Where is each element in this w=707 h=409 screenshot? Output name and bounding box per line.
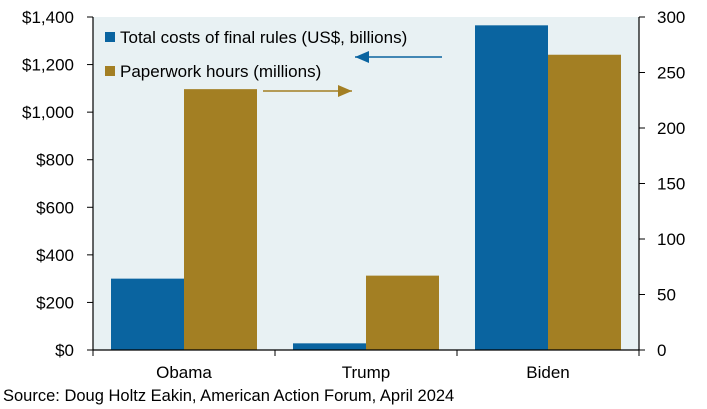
y-right-tick-label: 100 bbox=[657, 230, 685, 249]
arrow-left-head bbox=[355, 51, 369, 63]
y-right-tick-label: 0 bbox=[657, 341, 666, 360]
y-right-tick-label: 250 bbox=[657, 64, 685, 83]
y-right-tick-label: 300 bbox=[657, 8, 685, 27]
y-right-tick-label: 50 bbox=[657, 286, 676, 305]
y-right-tick-label: 150 bbox=[657, 175, 685, 194]
y-left-tick-label: $0 bbox=[55, 341, 74, 360]
legend-swatch bbox=[105, 32, 115, 42]
bar-biden-paperwork bbox=[548, 54, 621, 351]
source-note: Source: Doug Holtz Eakin, American Actio… bbox=[3, 387, 455, 405]
bar-trump-cost bbox=[293, 343, 366, 350]
y-left-tick-label: $1,000 bbox=[22, 103, 74, 122]
legend-swatch bbox=[105, 66, 115, 76]
x-tick-label: Biden bbox=[526, 363, 569, 382]
y-left-tick-label: $800 bbox=[36, 151, 74, 170]
y-right-tick-label: 200 bbox=[657, 119, 685, 138]
arrow-right-head bbox=[338, 85, 352, 97]
bar-trump-paperwork bbox=[366, 275, 439, 350]
chart: Obama Trump Biden $0 $200 $400 $600 $800 $1,000 $… bbox=[22, 8, 685, 382]
y-left-tick-label: $1,200 bbox=[22, 56, 74, 75]
x-tick-label: Obama bbox=[156, 363, 212, 382]
bar-biden-cost bbox=[475, 25, 548, 350]
y-left-tick-label: $200 bbox=[36, 293, 74, 312]
y-left-tick-label: $400 bbox=[36, 246, 74, 265]
y-left-tick-label: $1,400 bbox=[22, 8, 74, 27]
x-tick-label: Trump bbox=[342, 363, 391, 382]
bar-obama-paperwork bbox=[184, 89, 257, 351]
y-left-tick-label: $600 bbox=[36, 198, 74, 217]
legend-label: Paperwork hours (millions) bbox=[120, 62, 321, 81]
bar-obama-cost bbox=[111, 278, 184, 350]
legend-label: Total costs of final rules (US$, billion… bbox=[120, 28, 407, 47]
